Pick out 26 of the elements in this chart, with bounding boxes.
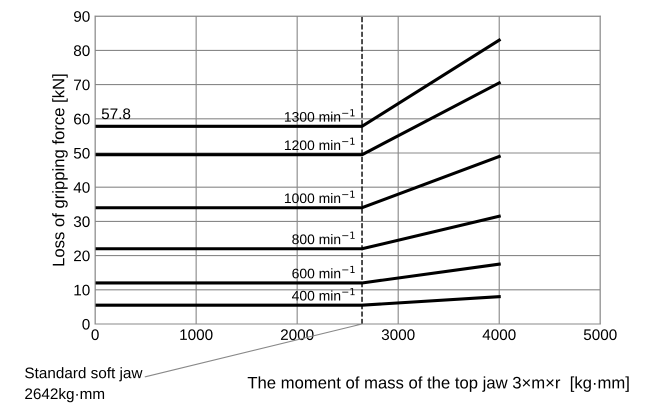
y-tick-label: 90 — [74, 11, 90, 22]
y-tick-label: 30 — [74, 216, 90, 228]
series-label: 400 min$^{−1}$ — [292, 288, 355, 301]
x-tick-label: 1000 — [180, 329, 213, 340]
series-label: 1300 min$^{−1}$ — [284, 109, 355, 122]
x-tick-label: 3000 — [382, 329, 415, 340]
y-tick-label: 60 — [74, 114, 90, 124]
y-axis-title: Loss of gripping force [kN] — [52, 74, 68, 266]
x-tick-label: 5000 — [584, 329, 617, 340]
y-tick-label: 70 — [74, 79, 90, 90]
annotation: 57.8 — [102, 108, 130, 120]
series-label: 800 min$^{−1}$ — [292, 232, 355, 244]
ref-line-label: Standard soft jaw 2642kg·mm — [25, 367, 142, 402]
x-tick-label: 2000 — [280, 329, 314, 340]
y-tick-label: 80 — [74, 45, 90, 56]
series-label: 600 min$^{−1}$ — [292, 266, 355, 278]
y-tick-label: 50 — [74, 148, 90, 159]
x-axis-title: The moment of mass of the top jaw 3×m×r [kg·mm] — [248, 376, 629, 392]
series-label: 1200 min$^{−1}$ — [284, 138, 355, 150]
series-label: 1000 min$^{−1}$ — [284, 190, 355, 204]
y-tick-label: 0 — [82, 318, 90, 330]
y-tick-label: 10 — [74, 284, 90, 296]
x-tick-label: 4000 — [482, 329, 516, 340]
y-tick-label: 40 — [74, 182, 90, 193]
x-tick-label: 0 — [91, 329, 99, 340]
y-tick-label: 20 — [74, 250, 90, 262]
